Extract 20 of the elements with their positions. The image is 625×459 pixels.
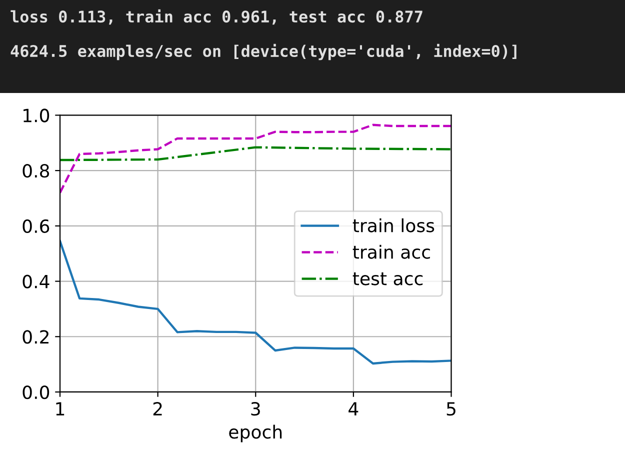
legend-label: test acc (352, 272, 423, 286)
x-tick-label: 4 (348, 402, 358, 416)
text: loss 0.113, train acc 0.961, test acc 0.877 (10, 9, 422, 25)
x-tick-label: 2 (153, 402, 162, 416)
line-series (60, 240, 452, 365)
line-series (60, 146, 452, 162)
x-tick-label: 5 (446, 402, 456, 416)
x-axis-title: epoch (229, 424, 282, 442)
y-tick-label: 0.4 (22, 274, 50, 288)
y-tick-label: 0.0 (22, 385, 50, 400)
line-series (60, 124, 452, 194)
y-tick-label: 1.0 (24, 108, 50, 122)
y-tick-label: 0.6 (22, 219, 50, 234)
y-tick-label: 0.8 (22, 164, 50, 178)
text: 4624.5 examples/sec on [device(type='cuda', index=0)] (10, 44, 516, 60)
legend-label: train loss (352, 218, 434, 232)
y-tick-label: 0.2 (22, 330, 48, 344)
x-tick-label: 3 (251, 402, 260, 416)
legend-label: train acc (352, 244, 430, 259)
x-tick-label: 1 (56, 402, 64, 416)
